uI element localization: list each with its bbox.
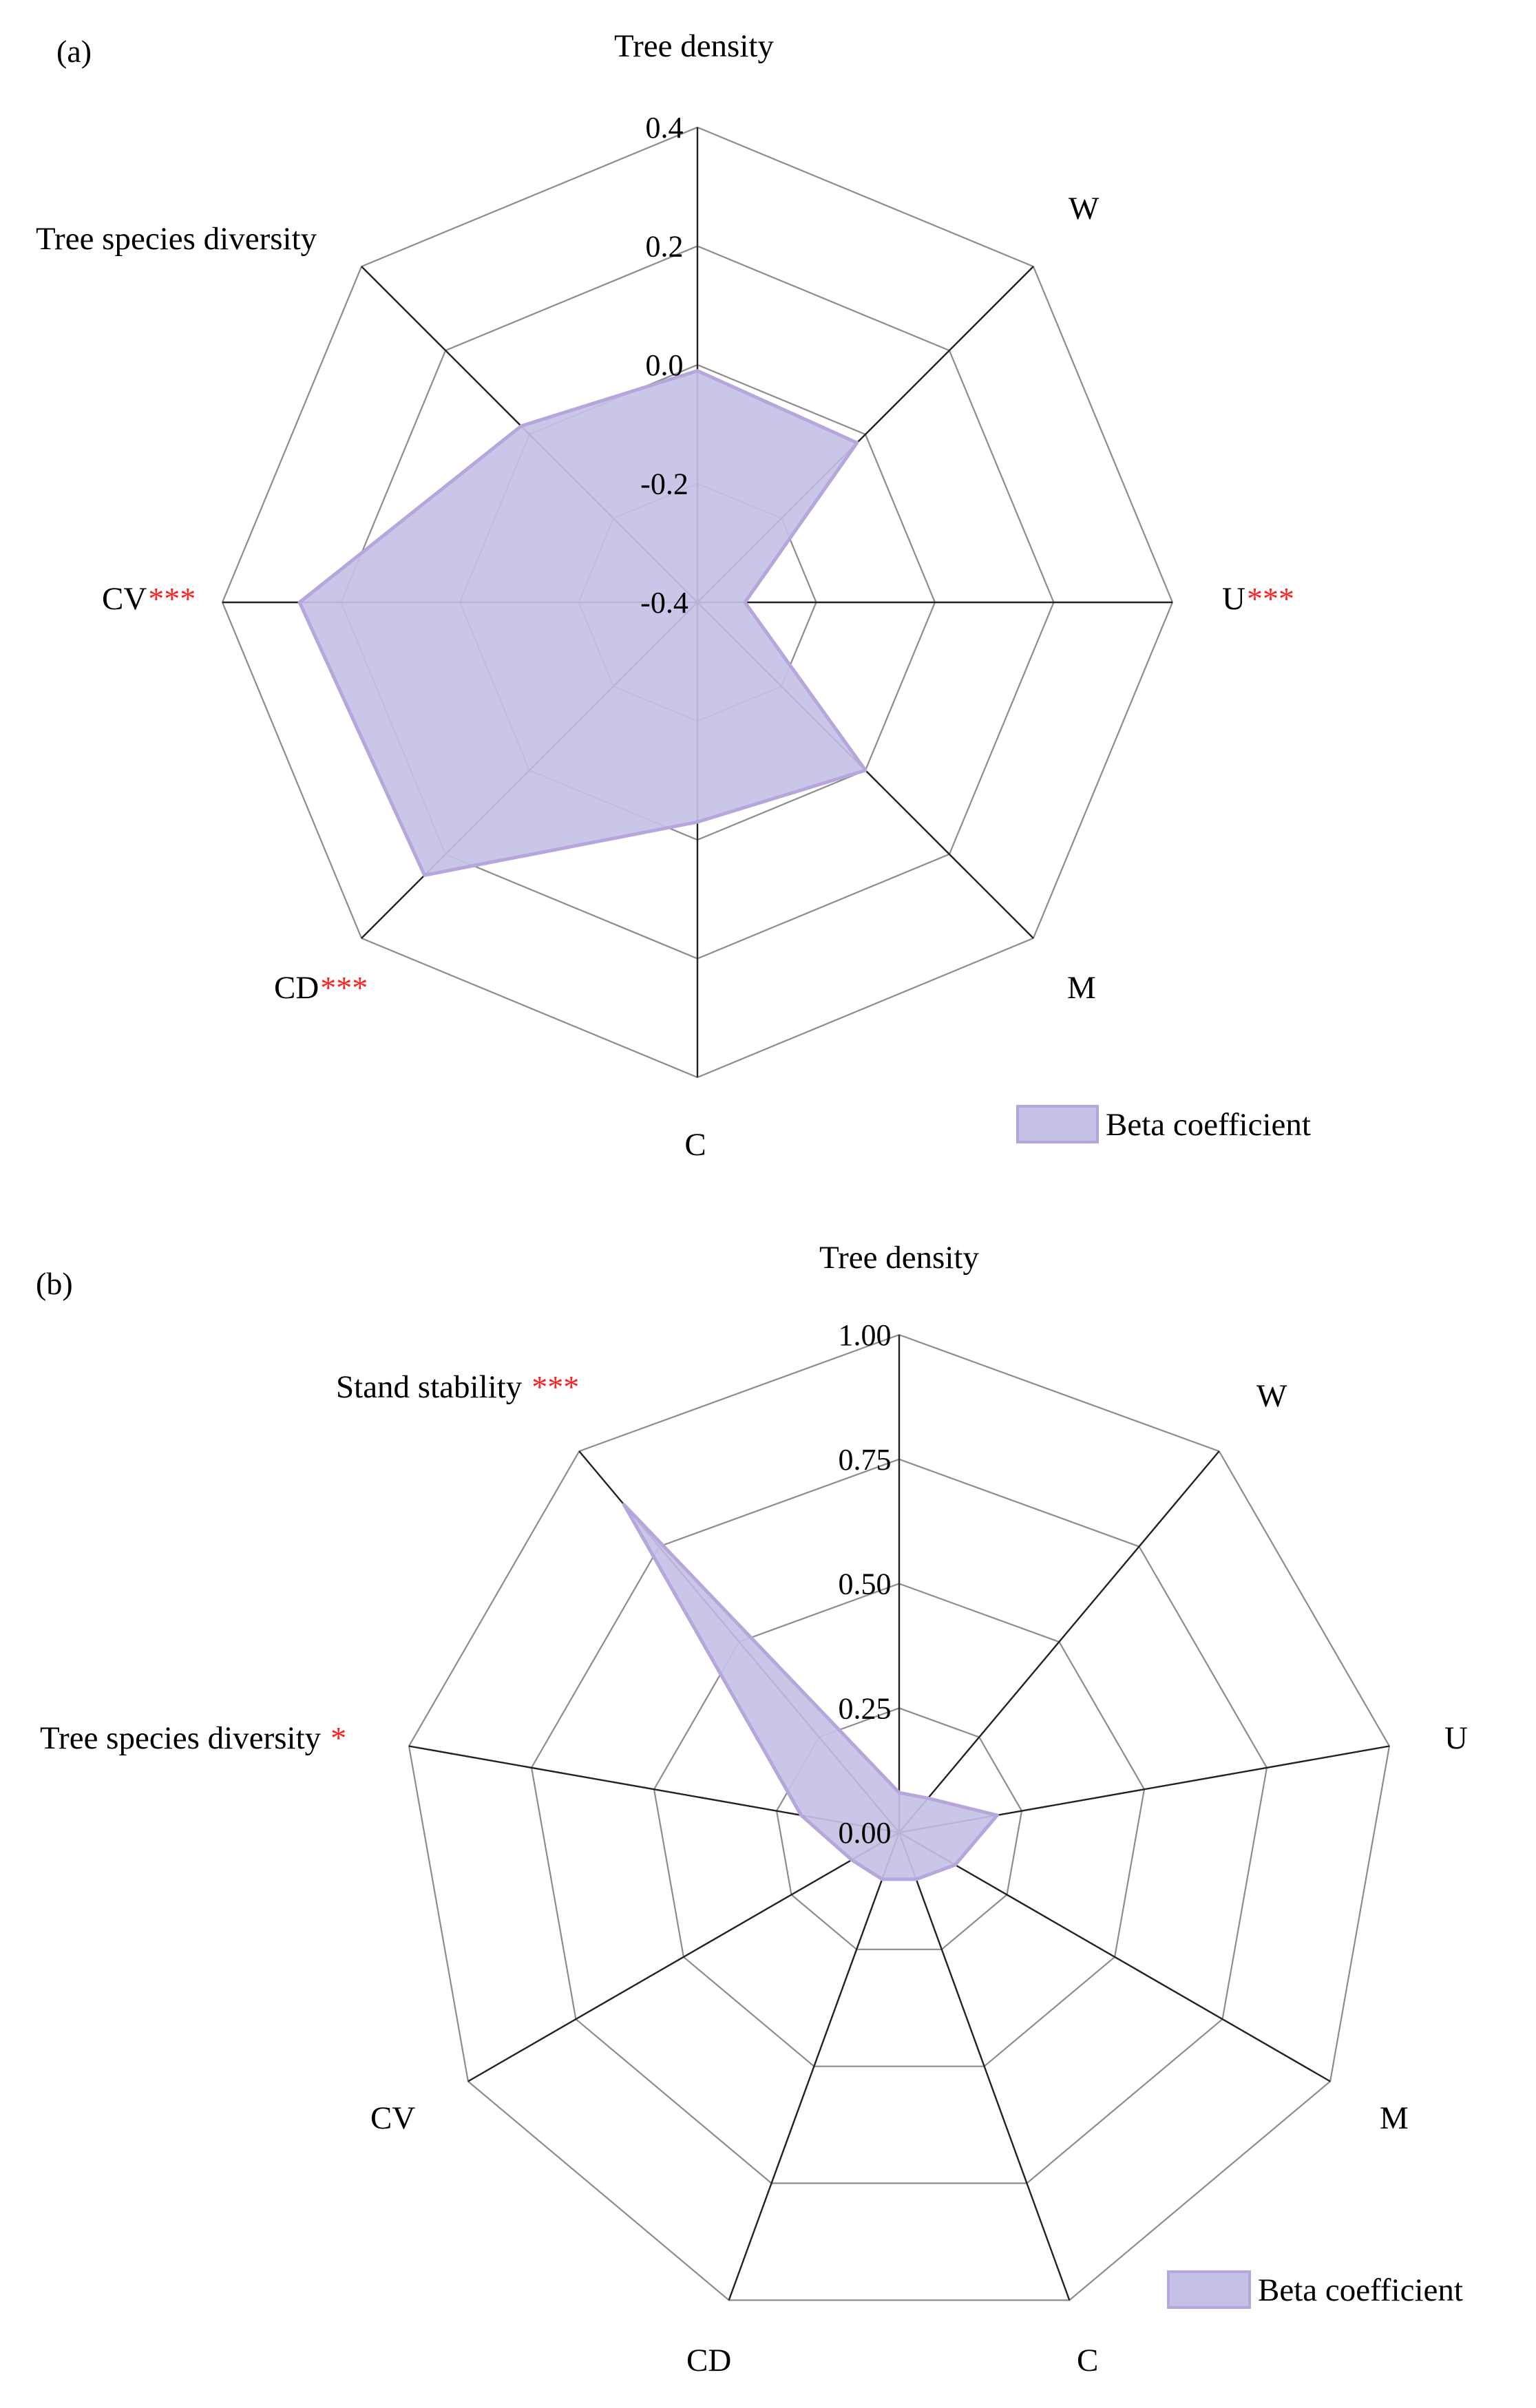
data-point-cd bbox=[880, 1877, 884, 1881]
grid-ring-2 bbox=[653, 1583, 1146, 2067]
data-point-cv bbox=[297, 600, 302, 604]
tick-label: 0.50 bbox=[839, 1567, 892, 1601]
data-polygon-beta-coefficient bbox=[622, 1503, 999, 1881]
axis-label-m: M bbox=[1380, 2100, 1409, 2136]
data-point-m bbox=[863, 768, 867, 772]
tick-label: -0.4 bbox=[640, 586, 688, 620]
axis-label-u: U bbox=[1444, 1720, 1468, 1756]
legend-swatch bbox=[1016, 1105, 1099, 1143]
axis-label-tree-density: Tree density bbox=[819, 1240, 979, 1276]
axis-label-u: U*** bbox=[1222, 581, 1294, 617]
axis-label-stand-stability: Stand stability *** bbox=[336, 1369, 579, 1405]
tick-label: 0.25 bbox=[839, 1691, 892, 1725]
axis-label-w: W bbox=[1069, 191, 1100, 226]
radar-chart-a: 0.4 0.2 0.0 -0.2 -0.4 Tree density W U*** M C CD**… bbox=[36, 28, 1311, 1163]
legend-label: Beta coefficient bbox=[1258, 2272, 1463, 2308]
data-point-cv bbox=[850, 1858, 854, 1862]
axis-spoke-c bbox=[898, 1832, 1071, 2301]
data-point-tree-density bbox=[897, 1791, 901, 1795]
significance-marker: *** bbox=[532, 1369, 579, 1404]
data-point-m bbox=[953, 1863, 957, 1867]
axis-label-cd: CD bbox=[686, 2343, 731, 2378]
data-point-tree-density bbox=[695, 369, 699, 373]
tick-label: 0.2 bbox=[646, 230, 684, 264]
significance-marker: * bbox=[330, 1720, 346, 1755]
axis-spoke-m bbox=[898, 1831, 1331, 2082]
tick-label: 0.0 bbox=[646, 348, 684, 382]
data-point-tree-species-diversity bbox=[519, 424, 523, 428]
axis-label-cd: CD*** bbox=[274, 970, 368, 1006]
data-point-u bbox=[743, 600, 747, 604]
axis-label-c: C bbox=[1077, 2343, 1098, 2378]
legend-swatch bbox=[1167, 2270, 1251, 2309]
data-point-w bbox=[926, 1796, 930, 1800]
tick-label: 0.00 bbox=[839, 1816, 892, 1850]
axis-label-tree-species-diversity: Tree species diversity bbox=[36, 221, 317, 257]
axis-label-tree-species-diversity: Tree species diversity * bbox=[40, 1720, 346, 1756]
axis-spoke-cd bbox=[728, 1832, 901, 2301]
data-point-cd bbox=[423, 873, 427, 877]
panel-label: (a) bbox=[56, 34, 92, 69]
data-point-w bbox=[855, 441, 859, 445]
grid-ring-4 bbox=[408, 1333, 1391, 2301]
tick-label: 0.4 bbox=[646, 111, 684, 145]
data-point-tree-species-diversity bbox=[799, 1813, 803, 1817]
significance-marker: *** bbox=[320, 970, 368, 1005]
significance-marker: *** bbox=[1247, 581, 1294, 616]
axis-label-w: W bbox=[1256, 1378, 1287, 1414]
significance-marker: *** bbox=[148, 581, 196, 616]
data-point-c bbox=[695, 820, 699, 824]
axis-label-cv: CV bbox=[370, 2100, 415, 2136]
data-polygon-beta-coefficient bbox=[297, 369, 867, 877]
panel-label: (b) bbox=[36, 1266, 73, 1301]
tick-label: 0.75 bbox=[839, 1443, 892, 1477]
data-point-stand-stability bbox=[622, 1503, 626, 1507]
axis-label-cv: CV*** bbox=[102, 581, 196, 617]
radar-chart-b: 1.00 0.75 0.50 0.25 0.00 Tree density W U M C CD CV… bbox=[36, 1240, 1468, 2378]
data-point-c bbox=[914, 1877, 918, 1881]
axis-spoke-w bbox=[898, 1450, 1220, 1833]
axis-spoke-cv bbox=[467, 1831, 900, 2082]
grid-ring-3 bbox=[530, 1458, 1268, 2184]
legend-label: Beta coefficient bbox=[1106, 1107, 1311, 1143]
tick-label: -0.2 bbox=[640, 467, 688, 501]
axis-label-c: C bbox=[684, 1127, 706, 1163]
data-point-u bbox=[995, 1813, 999, 1817]
tick-label: 1.00 bbox=[839, 1318, 892, 1352]
axis-label-m: M bbox=[1067, 970, 1096, 1006]
axis-label-tree-density: Tree density bbox=[614, 28, 774, 64]
